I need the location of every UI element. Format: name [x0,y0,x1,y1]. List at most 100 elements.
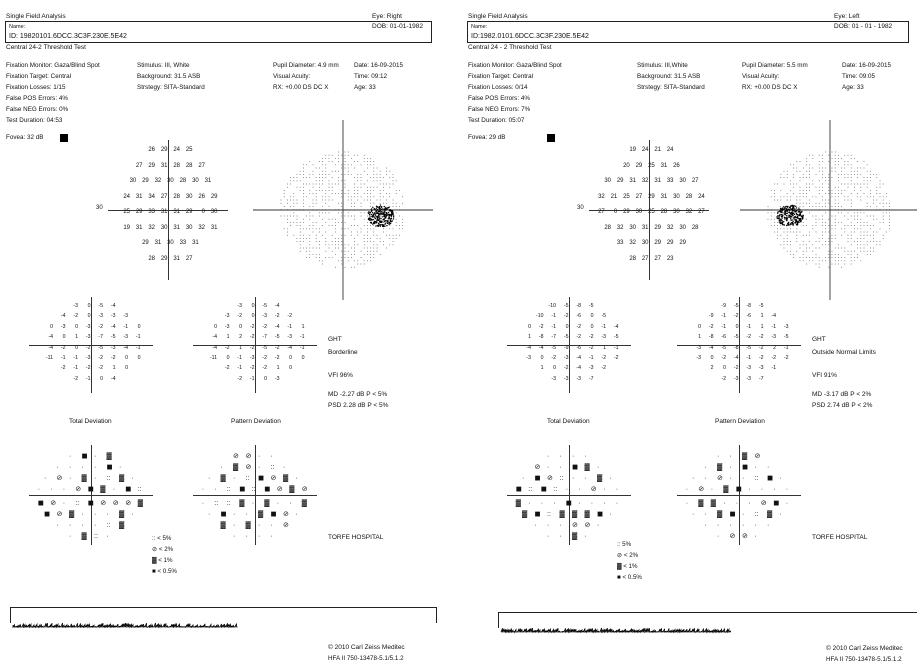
grayscale-dot [853,183,855,185]
probability-symbol: · [704,475,707,482]
grayscale-dot [302,234,304,236]
blind-spot-dot [776,216,778,218]
probability-symbol: · [208,475,211,482]
grid-value: 31 [173,209,180,215]
grayscale-dot [373,170,375,172]
grayscale-dot [837,253,839,255]
grayscale-dot [318,212,320,214]
grayscale-dot [812,250,814,252]
grayscale-dot [889,202,891,204]
grayscale-dot [815,241,817,243]
grid-value: -5 [721,344,726,351]
blind-spot-dot [380,213,382,216]
grid-value: 0 [87,313,91,320]
blind-spot-dot [369,217,372,220]
grayscale-dot [296,180,298,182]
grayscale-dot [770,225,772,227]
grid-value: -2 [60,344,66,351]
blind-spot-dot [790,222,792,224]
grayscale-dot [341,167,343,169]
grayscale-dot [821,157,823,159]
grayscale-dot [344,234,346,236]
false-neg: False NEG Errors: 0% [6,106,69,113]
blind-spot-dot [787,208,790,210]
probability-symbol: ⊘ [245,464,252,471]
grid-value: -2 [588,334,594,341]
name-label: Name: [471,24,488,30]
grayscale-dot [395,189,397,191]
grayscale-dot [318,189,320,191]
probability-symbol: ⊘ [245,453,252,460]
probability-symbol: :: [251,486,256,493]
grayscale-dot [395,205,397,207]
grid-value: 21 [654,147,661,153]
blind-spot-dot [381,208,383,210]
grayscale-dot [347,215,349,217]
blind-spot-dot [379,211,381,213]
probability-symbol: · [559,533,562,540]
grayscale-dot [821,215,823,217]
probability-symbol: ■ [767,473,774,484]
grayscale-dot [366,215,368,217]
grayscale-dot [386,234,388,236]
visual-acuity: Visual Acuity: [742,73,780,80]
probability-symbol: · [717,522,720,529]
grid-value: -3 [249,355,255,361]
grayscale-dot [847,161,849,163]
grayscale-dot [879,183,881,185]
grid-value: 33 [616,240,624,246]
blind-spot-dot [386,224,388,227]
grayscale-dot [844,167,846,169]
grayscale-dot [818,241,820,243]
grid-value: -8 [733,344,739,351]
grid-value: -5 [262,344,267,351]
blind-spot-dot [375,211,377,213]
grayscale-dot [844,263,846,265]
grayscale-dot [805,202,807,204]
grayscale-dot [373,253,375,255]
grid-value: 0 [137,323,141,330]
probability-symbol: · [729,453,732,460]
grayscale-dot [828,193,830,195]
probability-symbol: · [704,522,707,529]
grid-value: -2 [758,355,764,361]
grayscale-dot [309,189,311,191]
grid-value: -5 [588,303,594,309]
grayscale-dot [350,173,352,175]
grayscale-dot [354,161,356,163]
grayscale-dot [860,250,862,252]
grayscale-dot [338,170,340,172]
grayscale-dot [334,266,336,268]
grayscale-dot [347,151,349,153]
grid-value: 27 [635,193,643,200]
grid-value: -9 [563,344,569,351]
probability-symbol: · [69,533,72,540]
grayscale-dot [318,161,320,163]
grayscale-dot [309,161,311,163]
grid-value: -5 [98,303,103,309]
grid-value: -4 [538,344,544,351]
probability-symbol: ■ [87,484,94,495]
grid-value: -8 [538,334,544,341]
grid-value: 27 [198,162,205,169]
grayscale-dot [796,170,798,172]
grayscale-dot [360,231,362,233]
grayscale-dot [334,225,336,227]
grayscale-dot [296,215,298,217]
grayscale-dot [312,247,314,249]
grayscale-dot [357,260,359,262]
grayscale-dot [866,205,868,207]
grid-value: 27 [698,209,705,215]
grid-value: -10 [536,313,544,320]
grayscale-dot [780,228,782,230]
grayscale-dot [373,173,375,175]
grid-value: -1 [771,323,776,330]
grayscale-dot [815,186,817,188]
grayscale-dot [325,164,327,166]
dob-label: DOB: 01-01-1982 [372,23,423,30]
grayscale-dot [354,193,356,195]
grayscale-dot [860,186,862,188]
blind-spot-dot [779,220,781,222]
blind-spot-dot [376,219,378,221]
probability-symbol: · [69,453,72,460]
